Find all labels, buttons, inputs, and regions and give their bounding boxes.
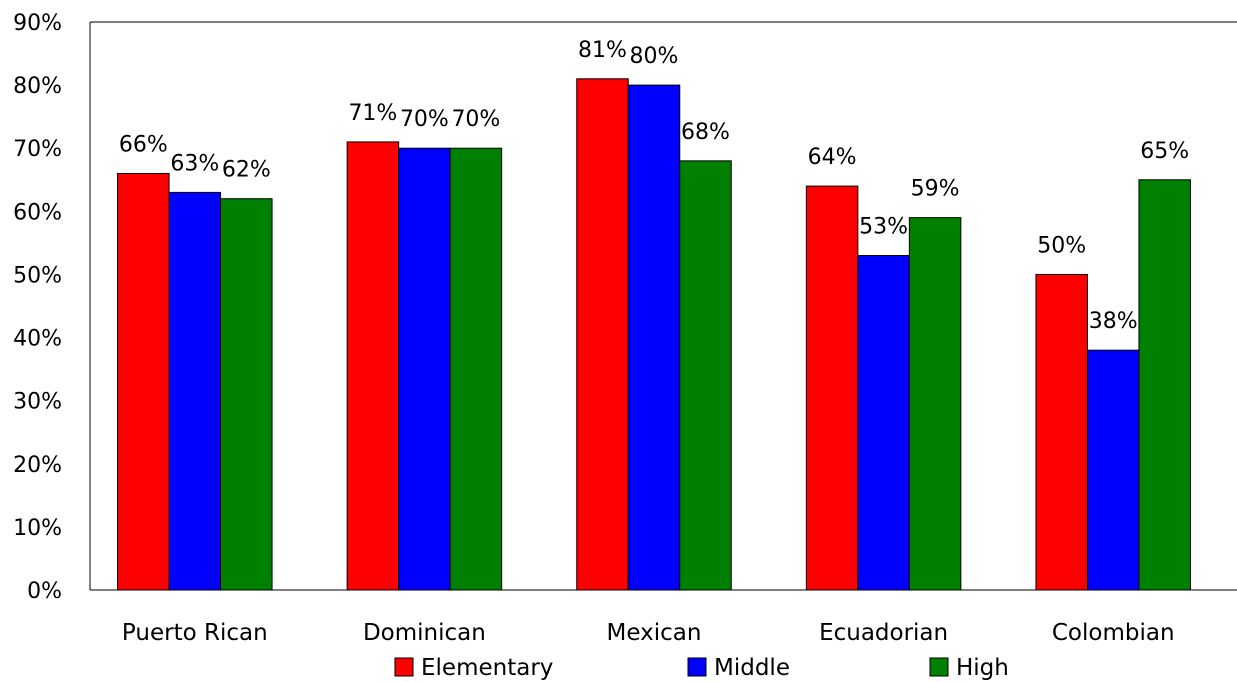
legend-label: Elementary xyxy=(421,655,553,681)
data-labels: 66%63% 62%71% 70% 70%81% 80%68%64%53%59%50%3… xyxy=(119,38,1189,334)
data-label: 59% xyxy=(911,177,960,202)
y-tick-label: 40% xyxy=(13,327,62,352)
bar-elementary-colombian xyxy=(1035,273,1088,591)
bars xyxy=(117,78,1191,591)
y-tick-label: 90% xyxy=(13,11,62,36)
y-tick-label: 0% xyxy=(27,579,62,604)
x-category-label: Ecuadorian xyxy=(819,620,948,646)
data-label: 62% xyxy=(222,158,271,183)
bar-middle-mexican xyxy=(627,84,681,591)
bar-middle-colombian xyxy=(1086,349,1140,591)
data-label: 70% xyxy=(400,107,449,132)
bar-high-ecuadorian xyxy=(908,217,962,591)
data-label: 70% xyxy=(451,107,500,132)
y-tick-label: 50% xyxy=(13,263,62,288)
legend-item-high: High xyxy=(929,655,1009,681)
x-category-label: Mexican xyxy=(607,620,702,646)
bar-high-colombian xyxy=(1138,179,1191,591)
legend-label: Middle xyxy=(714,655,790,681)
data-label: 65% xyxy=(1140,139,1189,164)
legend-item-middle: Middle xyxy=(687,655,790,681)
bar-middle-dominican xyxy=(398,147,451,591)
y-tick-label: 10% xyxy=(13,516,62,541)
legend-swatch xyxy=(929,657,949,677)
bar-elementary-dominican xyxy=(346,141,400,591)
data-label: 63% xyxy=(170,151,219,176)
legend-swatch xyxy=(394,657,414,677)
data-label: 71% xyxy=(348,101,397,126)
legend: Elementary Middle High xyxy=(394,655,1009,681)
data-label: 38% xyxy=(1089,309,1138,334)
y-tick-label: 70% xyxy=(13,137,62,162)
data-label: 80% xyxy=(630,44,679,69)
bar-high-dominican xyxy=(449,147,503,591)
y-tick-label: 80% xyxy=(13,74,62,99)
data-label: 81% xyxy=(578,38,627,63)
legend-label: High xyxy=(956,655,1009,681)
y-axis-ticks: 0% 10% 20% 30% 40% 50% 60% 70% 80% 90% xyxy=(13,11,62,604)
bar-elementary-mexican xyxy=(576,78,629,591)
x-category-label: Colombian xyxy=(1052,620,1175,646)
y-tick-label: 30% xyxy=(13,390,62,415)
y-tick-label: 60% xyxy=(13,200,62,225)
bar-elementary-ecuadorian xyxy=(805,185,859,591)
y-tick-label: 20% xyxy=(13,453,62,478)
x-axis-categories: Puerto Rican Dominican Mexican Ecuadorian Co… xyxy=(122,620,1175,646)
bar-middle-ecuadorian xyxy=(857,255,910,591)
data-label: 50% xyxy=(1037,233,1086,258)
data-label: 66% xyxy=(119,132,168,157)
x-category-label: Dominican xyxy=(363,620,486,646)
legend-item-elementary: Elementary xyxy=(394,655,553,681)
legend-swatch xyxy=(687,657,707,677)
bar-high-puerto-rican xyxy=(220,198,273,591)
data-label: 64% xyxy=(808,145,857,170)
bar-high-mexican xyxy=(679,160,732,591)
data-label: 68% xyxy=(681,120,730,145)
data-label: 53% xyxy=(859,215,908,240)
bar-middle-puerto-rican xyxy=(168,191,222,591)
bar-elementary-puerto-rican xyxy=(117,172,170,591)
x-category-label: Puerto Rican xyxy=(122,620,268,646)
